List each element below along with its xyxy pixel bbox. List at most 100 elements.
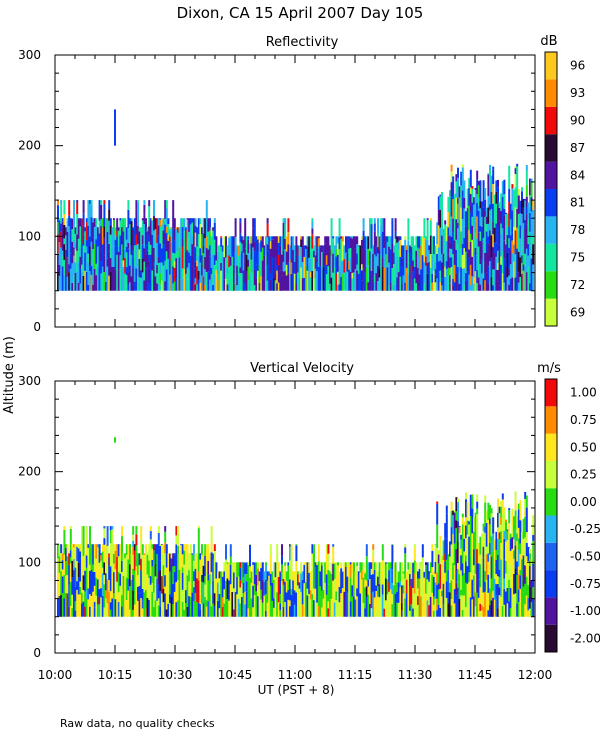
echo-cell <box>445 538 448 560</box>
echo-cell <box>175 251 178 259</box>
echo-cell <box>215 260 218 270</box>
echo-cell <box>489 554 491 571</box>
echo-cell <box>469 193 472 205</box>
echo-cell <box>209 256 211 274</box>
echo-cell <box>436 547 439 573</box>
echo-cell <box>244 591 247 605</box>
echo-cell <box>161 218 163 225</box>
echo-cell <box>493 227 496 243</box>
echo-cell <box>161 545 163 556</box>
echo-cell <box>141 608 144 617</box>
echo-cell <box>290 588 293 595</box>
echo-cell <box>157 225 160 236</box>
echo-cell <box>511 232 514 241</box>
echo-cell <box>295 283 298 291</box>
echo-cell <box>215 598 218 617</box>
echo-cell <box>373 282 376 291</box>
echo-cell <box>234 237 237 255</box>
echo-cell <box>58 572 61 596</box>
echo-cell <box>117 544 120 557</box>
echo-cell <box>132 568 135 575</box>
echo-cell <box>401 610 403 617</box>
echo-cell <box>474 231 477 242</box>
echo-cell <box>281 581 283 603</box>
echo-cell <box>333 249 336 268</box>
echo-cell <box>364 272 367 291</box>
echo-cell <box>130 571 133 580</box>
echo-cell <box>529 553 531 566</box>
echo-cell <box>292 595 295 603</box>
echo-cell <box>273 598 275 608</box>
echo-cell <box>188 218 191 232</box>
echo-cell <box>68 553 71 565</box>
echo-cell <box>316 251 319 263</box>
echo-cell <box>463 284 466 291</box>
echo-cell <box>146 250 149 268</box>
echo-cell <box>378 268 381 278</box>
echo-cell <box>460 534 463 540</box>
echo-cell <box>97 604 99 617</box>
echo-cell <box>175 229 178 252</box>
echo-cell <box>164 281 167 291</box>
echo-cell <box>300 573 303 593</box>
echo-cell <box>473 252 475 278</box>
echo-cell <box>501 514 504 535</box>
echo-cell <box>157 584 160 599</box>
echo-cell <box>148 234 151 242</box>
echo-cell <box>329 581 331 600</box>
echo-cell <box>378 249 381 268</box>
echo-cell <box>429 254 432 268</box>
echo-cell <box>463 572 466 596</box>
echo-cell <box>335 249 338 257</box>
echo-cell <box>434 561 437 574</box>
echo-cell <box>445 226 448 228</box>
echo-cell <box>151 220 154 235</box>
echo-cell <box>92 284 95 291</box>
echo-cell <box>449 567 451 578</box>
echo-cell <box>116 581 119 597</box>
echo-cell <box>130 221 133 246</box>
echo-cell <box>425 256 427 266</box>
colorbar-swatch <box>545 488 557 516</box>
echo-cell <box>233 252 235 265</box>
echo-cell <box>402 585 405 594</box>
echo-cell <box>485 522 488 547</box>
echo-cell <box>455 527 458 550</box>
echo-cell <box>108 553 111 558</box>
echo-cell <box>109 591 112 603</box>
echo-cell <box>281 236 283 255</box>
echo-cell <box>253 285 256 291</box>
echo-cell <box>109 226 112 235</box>
echo-cell <box>138 553 141 560</box>
echo-cell <box>69 253 72 269</box>
echo-cell <box>444 220 447 225</box>
echo-cell <box>373 243 376 255</box>
echo-cell <box>434 262 437 270</box>
echo-cell <box>303 583 306 607</box>
echo-cell <box>311 610 314 617</box>
echo-cell <box>287 244 290 263</box>
echo-cell <box>239 273 242 291</box>
echo-cell <box>274 257 277 274</box>
echo-cell <box>194 225 197 233</box>
echo-cell <box>143 224 146 231</box>
echo-cell <box>506 562 509 569</box>
echo-cell <box>457 167 459 178</box>
echo-cell <box>103 528 106 539</box>
echo-cell <box>289 544 291 547</box>
echo-cell <box>197 547 200 554</box>
echo-cell <box>77 218 80 220</box>
echo-cell <box>252 228 255 248</box>
echo-cell <box>201 603 203 611</box>
echo-cell <box>93 268 96 291</box>
echo-cell <box>525 170 528 185</box>
echo-cell <box>527 255 530 267</box>
echo-cell <box>373 587 376 598</box>
echo-cell <box>95 239 98 264</box>
echo-cell <box>260 589 263 600</box>
echo-cell <box>108 580 111 592</box>
echo-cell <box>501 605 504 617</box>
echo-cell <box>485 231 488 253</box>
echo-cell <box>239 567 242 581</box>
echo-cell <box>495 223 498 243</box>
